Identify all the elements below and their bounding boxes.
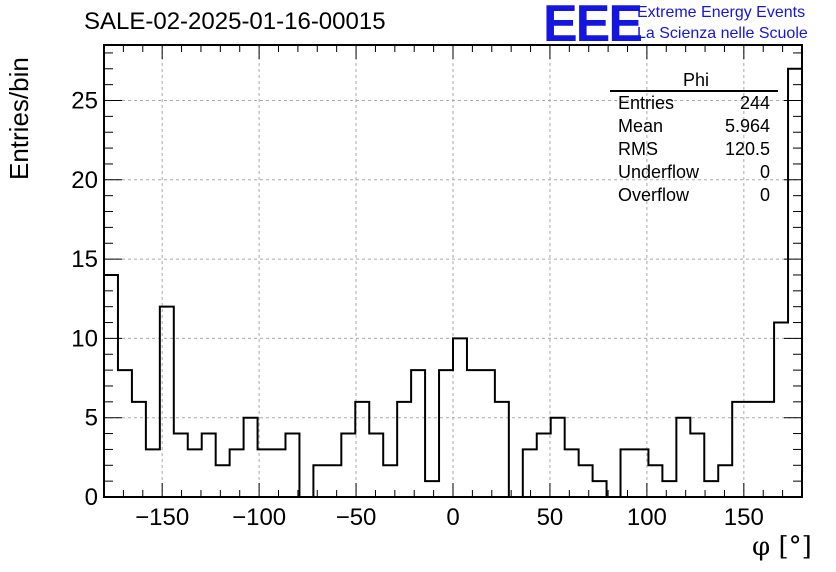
stats-label: Entries [618,93,675,113]
histogram-bar [369,434,383,497]
x-tick-label: −100 [232,504,286,531]
chart-title: SALE-02-2025-01-16-00015 [84,8,386,35]
histogram-bar [593,481,607,497]
y-tick-label: 25 [71,88,98,115]
histogram-bar [202,434,216,497]
histogram-bar [272,449,286,497]
y-tick-label: 15 [71,246,98,273]
histogram-bar [467,370,481,497]
histogram-bar [774,323,788,497]
histogram-bar [551,418,565,497]
stats-row-mean: Mean 5.964 [610,115,778,138]
histogram-bar [327,465,341,497]
x-tick-label: 0 [446,504,459,531]
stats-label: Mean [618,116,664,136]
histogram-bar [397,402,411,497]
histogram-bar [634,449,648,497]
y-tick-label: 10 [71,325,98,352]
y-tick-label: 0 [85,484,98,511]
stats-label: Underflow [618,162,700,182]
stats-row-entries: Entries 244 [610,92,778,115]
histogram-bar [495,402,509,497]
stats-row-underflow: Underflow 0 [610,161,778,184]
histogram-bar [565,449,579,497]
stats-title: Phi [610,70,778,92]
stats-label: RMS [618,139,658,159]
histogram-bar [788,69,802,497]
stats-value: 5.964 [724,116,770,136]
histogram-bar [718,465,732,497]
histogram-bar [132,402,146,497]
histogram-bar [704,481,718,497]
stats-box: Phi Entries 244 Mean 5.964 RMS 120.5 Und… [610,70,778,207]
stats-label: Overflow [618,185,690,205]
histogram-bar [676,418,690,497]
histogram-bar [621,449,635,497]
x-tick-label: 50 [537,504,564,531]
histogram-bar [355,402,369,497]
histogram-bar [341,434,355,497]
stats-value: 0 [759,162,770,182]
histogram-bar [285,434,299,497]
histogram-bar [523,449,537,497]
y-tick-label: 5 [85,405,98,432]
stats-value: 0 [759,185,770,205]
histogram-bar [439,370,453,497]
histogram-bar [230,449,244,497]
histogram-bar [481,370,495,497]
histogram-bar [313,465,327,497]
histogram-bar [188,449,202,497]
histogram-bar [425,481,439,497]
stats-row-rms: RMS 120.5 [610,138,778,161]
logo-line-2: La Scienza nelle Scuole [637,25,808,42]
x-tick-label: 100 [627,504,667,531]
histogram-bar [411,370,425,497]
histogram-bar [174,434,188,497]
stats-row-overflow: Overflow 0 [610,184,778,207]
histogram-bar [760,402,774,497]
histogram-bar [662,481,676,497]
histogram-bar [746,402,760,497]
histogram-bar [690,434,704,497]
eee-logo: EEE [543,0,643,53]
histogram-bar [216,465,230,497]
stats-value: 244 [739,93,770,113]
histogram-bar [579,465,593,497]
x-tick-label: −50 [336,504,377,531]
x-axis-label: φ [°] [752,532,812,562]
y-tick-label: 20 [71,167,98,194]
histogram-bar [244,418,258,497]
logo-line-1: Extreme Energy Events [637,4,806,21]
stats-value: 120.5 [724,139,770,159]
y-axis-label: Entries/bin [4,57,34,180]
histogram-bar [118,370,132,497]
histogram-bar [146,449,160,497]
histogram-bar [258,449,272,497]
histogram-bar [648,465,662,497]
histogram-outline [103,67,803,498]
x-tick-label: −150 [135,504,189,531]
x-tick-label: 150 [724,504,764,531]
histogram-bar [537,434,551,497]
